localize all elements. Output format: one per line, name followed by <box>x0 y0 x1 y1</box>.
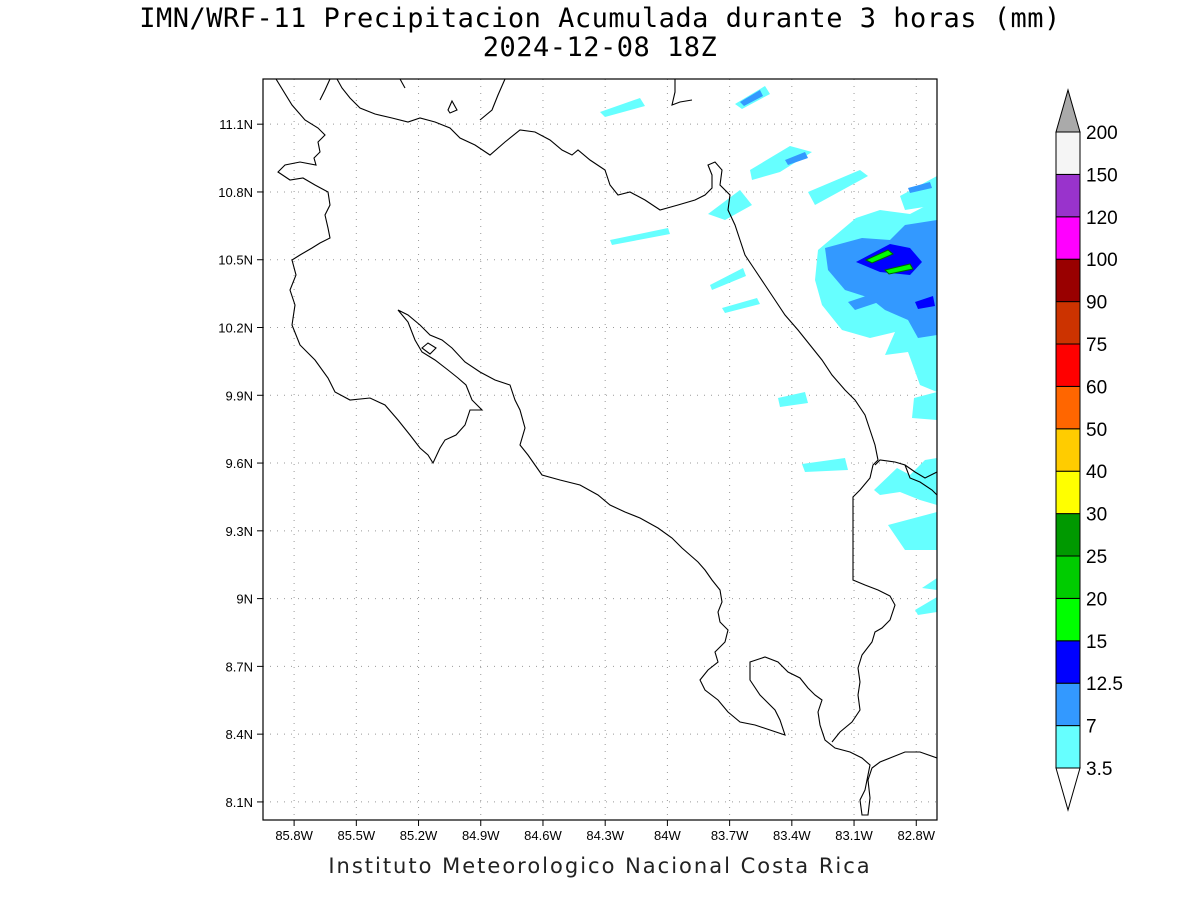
y-tick-label: 9.6N <box>226 456 253 471</box>
colorbar-swatch <box>1055 216 1081 260</box>
y-tick-label: 10.5N <box>218 253 253 268</box>
y-tick-label: 8.4N <box>226 727 253 742</box>
map-grid <box>263 79 937 820</box>
colorbar-label: 150 <box>1086 165 1118 186</box>
colorbar: 3.5 7 12.5 15 20 25 30 40 50 60 75 90 100 120 150 200 <box>1055 88 1123 812</box>
colorbar-label: 50 <box>1086 420 1107 441</box>
colorbar-label: 30 <box>1086 505 1107 526</box>
colorbar-swatch <box>1055 470 1081 515</box>
colorbar-swatch <box>1055 301 1081 345</box>
colorbar-label: 3.5 <box>1086 759 1112 780</box>
precipitation-field <box>600 86 937 615</box>
y-tick-label: 10.2N <box>218 321 253 336</box>
x-tick-label: 83.4W <box>773 828 811 843</box>
y-tick-label: 9.3N <box>226 524 253 539</box>
y-tick-label: 9.9N <box>226 388 253 403</box>
colorbar-swatch <box>1055 597 1081 642</box>
x-tick-label: 84.6W <box>524 828 562 843</box>
colorbar-label: 25 <box>1086 547 1107 568</box>
colorbar-label: 40 <box>1086 462 1107 483</box>
y-tick-label: 9N <box>236 592 253 607</box>
colorbar-label: 75 <box>1086 335 1107 356</box>
map-frame <box>262 78 938 821</box>
colorbar-swatch <box>1055 385 1081 430</box>
colorbar-swatch <box>1055 428 1081 472</box>
map-subtitle: 2024-12-08 18Z <box>482 32 718 63</box>
map-title: IMN/WRF-11 Precipitacion Acumulada duran… <box>139 3 1061 34</box>
x-tick-label: 85.2W <box>400 828 438 843</box>
y-tick-label: 8.1N <box>226 795 253 810</box>
colorbar-label: 12.5 <box>1086 674 1123 695</box>
colorbar-over-arrow <box>1055 88 1081 133</box>
y-tick-label: 10.8N <box>218 185 253 200</box>
colorbar-swatch <box>1055 640 1081 684</box>
colorbar-label: 120 <box>1086 208 1118 229</box>
colorbar-swatch <box>1055 725 1081 769</box>
x-tick-label: 84.9W <box>462 828 500 843</box>
x-tick-label: 85.8W <box>275 828 313 843</box>
x-tick-label: 84.3W <box>586 828 624 843</box>
x-tick-label: 84W <box>654 828 681 843</box>
colorbar-swatch <box>1055 131 1081 175</box>
colorbar-under-arrow <box>1055 767 1081 812</box>
y-axis: 11.1N 10.8N 10.5N 10.2N 9.9N 9.6N 9.3N 9N 8.7N 8.… <box>218 117 263 810</box>
colorbar-label: 7 <box>1086 717 1097 738</box>
x-tick-label: 82.8W <box>897 828 935 843</box>
precip-3.5-7mm <box>600 86 937 615</box>
x-tick-label: 83.1W <box>835 828 873 843</box>
coastline <box>275 79 937 816</box>
colorbar-label: 60 <box>1086 377 1107 398</box>
y-tick-label: 8.7N <box>226 659 253 674</box>
footer-credit: Instituto Meteorologico Nacional Costa R… <box>328 854 872 878</box>
colorbar-swatch <box>1055 173 1081 218</box>
colorbar-label: 200 <box>1086 123 1118 144</box>
x-tick-label: 83.7W <box>711 828 749 843</box>
x-tick-label: 85.5W <box>338 828 376 843</box>
colorbar-label: 15 <box>1086 632 1107 653</box>
x-axis: 85.8W 85.5W 85.2W 84.9W 84.6W 84.3W 84W 83.7W 83… <box>275 820 936 843</box>
precip-15-20mm <box>864 249 914 275</box>
colorbar-swatch <box>1055 555 1081 599</box>
colorbar-label: 90 <box>1086 293 1107 314</box>
colorbar-swatch <box>1055 258 1081 303</box>
colorbar-swatch <box>1055 513 1081 557</box>
colorbar-label: 100 <box>1086 250 1118 271</box>
colorbar-swatch <box>1055 682 1081 727</box>
colorbar-swatch <box>1055 343 1081 387</box>
y-tick-label: 11.1N <box>219 117 253 132</box>
colorbar-label: 20 <box>1086 589 1107 610</box>
